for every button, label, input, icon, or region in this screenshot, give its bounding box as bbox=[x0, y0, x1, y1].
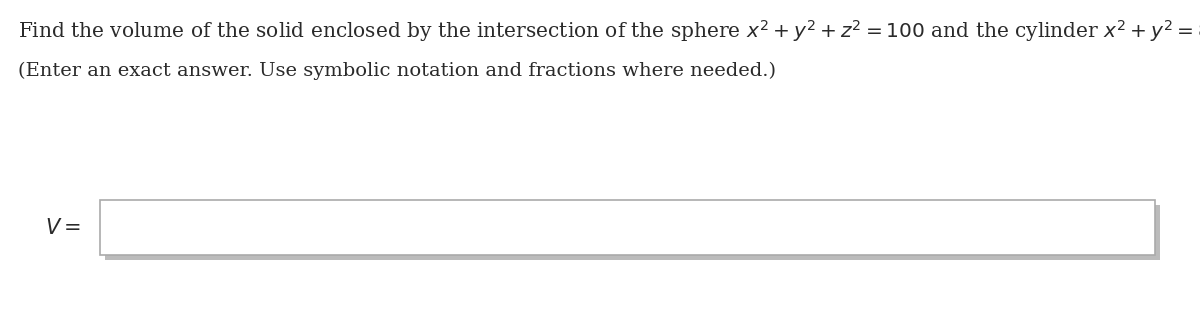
Text: $V =$: $V =$ bbox=[46, 217, 80, 237]
Text: Find the volume of the solid enclosed by the intersection of the sphere $x^2 + y: Find the volume of the solid enclosed by… bbox=[18, 18, 1200, 44]
Bar bbox=[100, 200, 1154, 255]
Text: (Enter an exact answer. Use symbolic notation and fractions where needed.): (Enter an exact answer. Use symbolic not… bbox=[18, 62, 776, 80]
Bar bbox=[106, 205, 1160, 260]
